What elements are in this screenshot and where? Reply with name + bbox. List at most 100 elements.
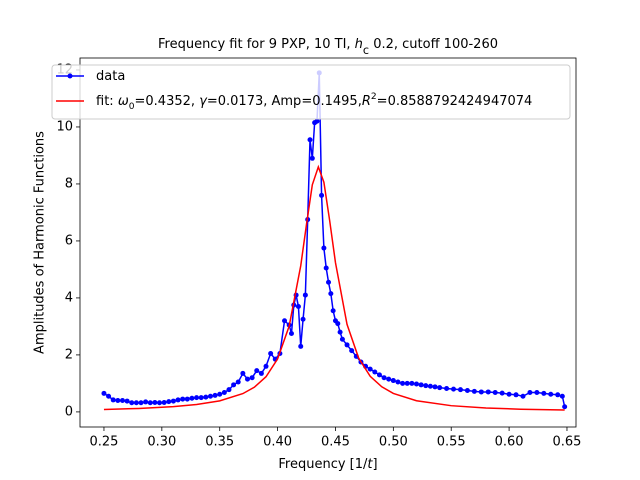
data-point	[423, 383, 429, 389]
x-tick-label: 0.45	[321, 435, 350, 450]
text-part: =0.8588792424947074	[377, 94, 533, 109]
text-part: 2	[371, 92, 377, 102]
chart-title: Frequency fit for 9 PXP, 10 TI, hc 0.2, …	[158, 37, 498, 57]
data-point	[207, 393, 213, 399]
data-point	[268, 350, 274, 356]
data-point	[235, 379, 241, 385]
text-part: =0.0173, Amp=0.1495,	[207, 94, 362, 109]
data-point	[319, 192, 325, 198]
data-point	[559, 393, 565, 399]
data-point	[203, 394, 209, 400]
data-point	[307, 137, 313, 143]
legend-box	[51, 64, 571, 120]
data-point	[520, 393, 526, 399]
data-point	[471, 388, 477, 394]
text-part: t	[367, 457, 373, 472]
data-point	[400, 380, 406, 386]
data-point	[101, 390, 107, 396]
data-point	[349, 348, 355, 354]
data-point	[147, 400, 153, 406]
data-point	[157, 400, 163, 406]
data-point	[326, 279, 332, 285]
data-point	[337, 329, 343, 335]
data-point	[492, 390, 498, 396]
x-tick-label: 0.50	[379, 435, 408, 450]
text-part: γ	[199, 94, 208, 109]
data-point	[464, 388, 470, 394]
data-point	[432, 384, 438, 390]
x-tick-label: 0.25	[89, 435, 118, 450]
data-point	[180, 396, 186, 402]
x-tick-label: 0.35	[205, 435, 234, 450]
text-part: 0	[129, 102, 135, 112]
data-point	[427, 383, 433, 389]
text-part: R	[362, 94, 371, 109]
legend-label: data	[96, 69, 125, 84]
data-point	[282, 318, 288, 324]
data-point	[161, 399, 167, 405]
data-point	[184, 396, 190, 402]
data-point	[321, 245, 327, 251]
data-point	[451, 386, 457, 392]
y-tick-label: 0	[65, 404, 73, 419]
text-part: h	[355, 37, 363, 52]
data-point	[376, 372, 382, 378]
data-point	[133, 400, 139, 406]
legend-marker	[67, 73, 73, 79]
y-tick-label: 6	[65, 233, 73, 248]
text-part: Frequency fit for 9 PXP, 10 TI,	[158, 37, 355, 52]
data-point	[386, 376, 392, 382]
data-point	[115, 398, 121, 404]
data-point	[152, 399, 158, 405]
data-point	[499, 390, 505, 396]
text-part: 0.2, cutoff 100-260	[369, 37, 498, 52]
data-point	[258, 370, 264, 376]
data-point	[562, 404, 568, 410]
data-point	[119, 398, 125, 404]
data-point	[263, 363, 269, 369]
data-point	[110, 397, 116, 403]
data-point	[404, 380, 410, 386]
y-axis-label: Amplitudes of Harmonic Functions	[33, 131, 48, 354]
data-point	[527, 390, 533, 396]
data-point	[413, 381, 419, 387]
data-point	[555, 392, 561, 398]
data-point	[485, 389, 491, 395]
data-point	[309, 155, 315, 161]
text-part: ω	[118, 94, 129, 109]
data-point	[367, 366, 373, 372]
data-point	[300, 316, 306, 322]
data-point	[335, 321, 341, 327]
data-point	[124, 398, 130, 404]
data-point	[298, 343, 304, 349]
data-point	[302, 292, 308, 298]
y-tick-label: 2	[65, 347, 73, 362]
legend-label: fit: ω0=0.4352, γ=0.0173, Amp=0.1495,R2=…	[96, 92, 532, 112]
text-part: =0.4352,	[135, 94, 200, 109]
text-part: data	[96, 69, 125, 84]
data-point	[457, 387, 463, 393]
data-point	[170, 398, 176, 404]
data-point	[390, 378, 396, 384]
data-point	[437, 385, 443, 391]
data-point	[240, 370, 246, 376]
data-point	[314, 118, 320, 124]
data-point	[339, 336, 345, 342]
axes-frame	[79, 57, 577, 428]
text-part: Frequency [1/	[278, 457, 368, 472]
data-point	[330, 308, 336, 314]
data-point	[288, 331, 294, 337]
data-point	[175, 397, 181, 403]
data-point	[194, 395, 200, 401]
x-tick-label: 0.60	[495, 435, 524, 450]
data-point	[254, 368, 260, 374]
data-point	[548, 391, 554, 397]
text-part: fit:	[96, 94, 118, 109]
data-point	[189, 395, 195, 401]
series-line	[103, 164, 565, 411]
data-point	[231, 382, 237, 388]
data-point	[444, 386, 450, 392]
data-point	[249, 375, 255, 381]
y-tick-label: 10	[56, 119, 73, 134]
data-point	[381, 375, 387, 381]
